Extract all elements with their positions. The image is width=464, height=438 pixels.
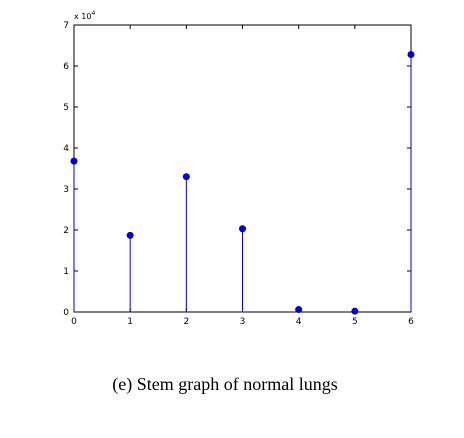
y-multiplier-base: x 10	[74, 12, 91, 21]
y-tick-label: 7	[63, 21, 69, 31]
stem-marker	[70, 157, 78, 165]
x-tick-label: 5	[352, 317, 358, 327]
y-tick-label: 6	[63, 62, 69, 72]
y-multiplier-exponent: 4	[91, 10, 95, 17]
y-tick-label: 0	[63, 308, 69, 318]
stems	[73, 54, 412, 312]
stem-marker	[295, 306, 303, 314]
x-tick-label: 2	[183, 317, 189, 327]
y-tick-label: 2	[63, 226, 69, 236]
y-tick-label: 3	[63, 185, 69, 195]
stem-marker	[407, 51, 415, 59]
y-tick-label: 1	[63, 267, 69, 277]
stem-marker	[239, 225, 246, 233]
x-tick-label: 6	[408, 317, 414, 327]
x-tick-label: 4	[296, 317, 302, 327]
x-tick-label: 3	[240, 317, 246, 327]
x-tick-label: 1	[127, 317, 133, 327]
tick-labels: 0 1 2 3 4 5 6 0 1 2 3 4 5 6 7	[63, 21, 414, 327]
stem-marker	[126, 231, 134, 239]
y-tick-label: 5	[63, 103, 69, 113]
markers	[70, 51, 415, 315]
figure-caption: (e) Stem graph of normal lungs	[112, 374, 338, 394]
y-tick-label: 4	[63, 144, 69, 154]
y-axis-multiplier: x 104	[74, 10, 95, 21]
stem-marker	[182, 173, 190, 181]
stem-marker	[351, 307, 359, 315]
x-tick-label: 0	[71, 317, 77, 327]
